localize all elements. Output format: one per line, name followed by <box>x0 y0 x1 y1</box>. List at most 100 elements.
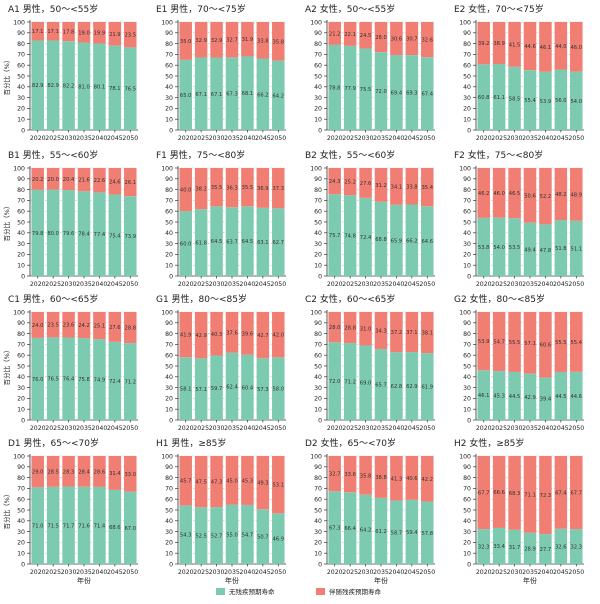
data-label-with-disability: 29.0 <box>32 470 44 476</box>
data-label-disability-free: 42.9 <box>524 395 536 401</box>
data-label-disability-free: 80.0 <box>47 231 59 237</box>
y-tick-label: 60 <box>463 209 471 216</box>
y-tick-label: 80 <box>314 41 322 48</box>
data-label-disability-free: 27.7 <box>540 547 552 553</box>
x-tick-label: 2030 <box>358 425 374 432</box>
data-label-with-disability: 53.9 <box>478 339 490 345</box>
y-tick-label: 100 <box>13 309 25 316</box>
bar-with-disability <box>477 22 490 65</box>
data-label-disability-free: 79.8 <box>32 231 44 237</box>
bar-disability-free <box>31 337 44 420</box>
data-label-disability-free: 75.7 <box>329 233 341 239</box>
panel-title: H1 男性，≥85岁 <box>156 437 226 449</box>
x-tick-label: 2025 <box>45 281 61 288</box>
y-tick-label: 10 <box>165 551 173 558</box>
data-label-disability-free: 75.8 <box>78 377 90 383</box>
bar-disability-free <box>554 220 568 276</box>
data-label-disability-free: 69.0 <box>360 381 372 387</box>
data-label-disability-free: 66.2 <box>406 238 418 244</box>
bar-disability-free <box>539 534 552 564</box>
x-tick-label: 2020 <box>30 281 46 288</box>
x-tick-label: 2020 <box>30 425 46 432</box>
data-label-disability-free: 71.2 <box>125 380 137 386</box>
data-label-with-disability: 21.6 <box>78 178 90 184</box>
bar-with-disability <box>523 456 537 533</box>
y-tick-label: 90 <box>17 464 25 471</box>
bar-disability-free <box>225 504 239 564</box>
bar-disability-free <box>77 338 91 420</box>
data-label-disability-free: 79.6 <box>63 231 75 237</box>
data-label-with-disability: 28.5 <box>47 469 59 475</box>
y-tick-label: 40 <box>463 518 471 525</box>
data-label-disability-free: 54.7 <box>242 532 254 538</box>
data-label-disability-free: 61.1 <box>493 95 505 101</box>
data-label-disability-free: 65.0 <box>180 93 192 99</box>
data-label-disability-free: 78.4 <box>78 232 90 238</box>
bar-disability-free <box>241 504 254 564</box>
data-label-disability-free: 64.2 <box>273 93 285 99</box>
bar-disability-free <box>359 197 372 276</box>
y-tick-label: 60 <box>314 209 322 216</box>
y-tick-label: 100 <box>310 165 322 172</box>
y-tick-label: 70 <box>17 342 25 349</box>
bar-disability-free <box>46 486 60 564</box>
x-tick-label: 2025 <box>193 569 209 576</box>
bar-disability-free <box>225 57 239 130</box>
y-tick-label: 100 <box>161 165 173 172</box>
bar-with-disability <box>46 22 60 41</box>
y-tick-label: 30 <box>463 385 471 392</box>
data-label-with-disability: 40.6 <box>406 476 418 482</box>
data-label-with-disability: 19.0 <box>78 30 90 36</box>
y-tick-label: 80 <box>17 331 25 338</box>
data-label-disability-free: 58.0 <box>273 387 285 393</box>
x-tick-label: 2040 <box>240 425 256 432</box>
x-tick-label: 2040 <box>389 135 405 142</box>
x-tick-label: 2020 <box>476 135 492 142</box>
data-label-disability-free: 75.5 <box>360 87 372 93</box>
data-label-with-disability: 27.6 <box>360 181 372 187</box>
x-tick-label: 2025 <box>45 569 61 576</box>
y-tick-label: 20 <box>314 396 322 403</box>
data-label-disability-free: 66.2 <box>257 92 269 98</box>
y-tick-label: 0 <box>318 417 322 424</box>
bar-with-disability <box>93 456 106 487</box>
x-tick-label: 2025 <box>491 425 507 432</box>
data-label-disability-free: 55.4 <box>524 98 536 104</box>
bar-disability-free <box>241 56 254 131</box>
bar-disability-free <box>570 220 583 276</box>
data-label-with-disability: 32.9 <box>195 38 207 44</box>
panel-f1: F1 男性，75～<80岁010203040506070809010060.04… <box>156 149 286 288</box>
data-label-with-disability: 28.6 <box>94 469 106 475</box>
data-label-with-disability: 34.1 <box>391 184 403 190</box>
data-label-disability-free: 60.4 <box>242 385 254 391</box>
data-label-disability-free: 52.5 <box>195 534 207 540</box>
data-label-with-disability: 48.9 <box>571 192 583 198</box>
bar-with-disability <box>554 22 568 70</box>
bar-with-disability <box>256 22 270 59</box>
bar-with-disability <box>523 312 537 374</box>
data-label-disability-free: 71.2 <box>344 380 356 386</box>
data-label-disability-free: 64.5 <box>242 239 254 245</box>
data-label-with-disability: 21.2 <box>329 31 341 37</box>
y-tick-label: 30 <box>17 95 25 102</box>
y-tick-label: 40 <box>314 518 322 525</box>
bar-disability-free <box>477 217 490 276</box>
bar-with-disability <box>256 168 270 208</box>
data-label-with-disability: 30.7 <box>406 37 418 43</box>
y-tick-label: 90 <box>165 320 173 327</box>
bar-with-disability <box>77 456 91 487</box>
y-tick-label: 70 <box>165 486 173 493</box>
y-tick-label: 0 <box>169 417 173 424</box>
x-tick-label: 2040 <box>92 425 108 432</box>
bar-disability-free <box>570 71 583 130</box>
data-label-with-disability: 23.6 <box>63 323 75 329</box>
y-tick-label: 20 <box>463 106 471 113</box>
bar-disability-free <box>31 189 44 276</box>
y-tick-label: 60 <box>314 497 322 504</box>
data-label-disability-free: 71.4 <box>94 523 106 529</box>
x-tick-label: 2035 <box>373 425 389 432</box>
data-label-with-disability: 35.8 <box>360 473 372 479</box>
data-label-with-disability: 28.8 <box>125 326 137 332</box>
data-label-with-disability: 41.3 <box>391 476 403 482</box>
y-tick-label: 100 <box>459 453 471 460</box>
